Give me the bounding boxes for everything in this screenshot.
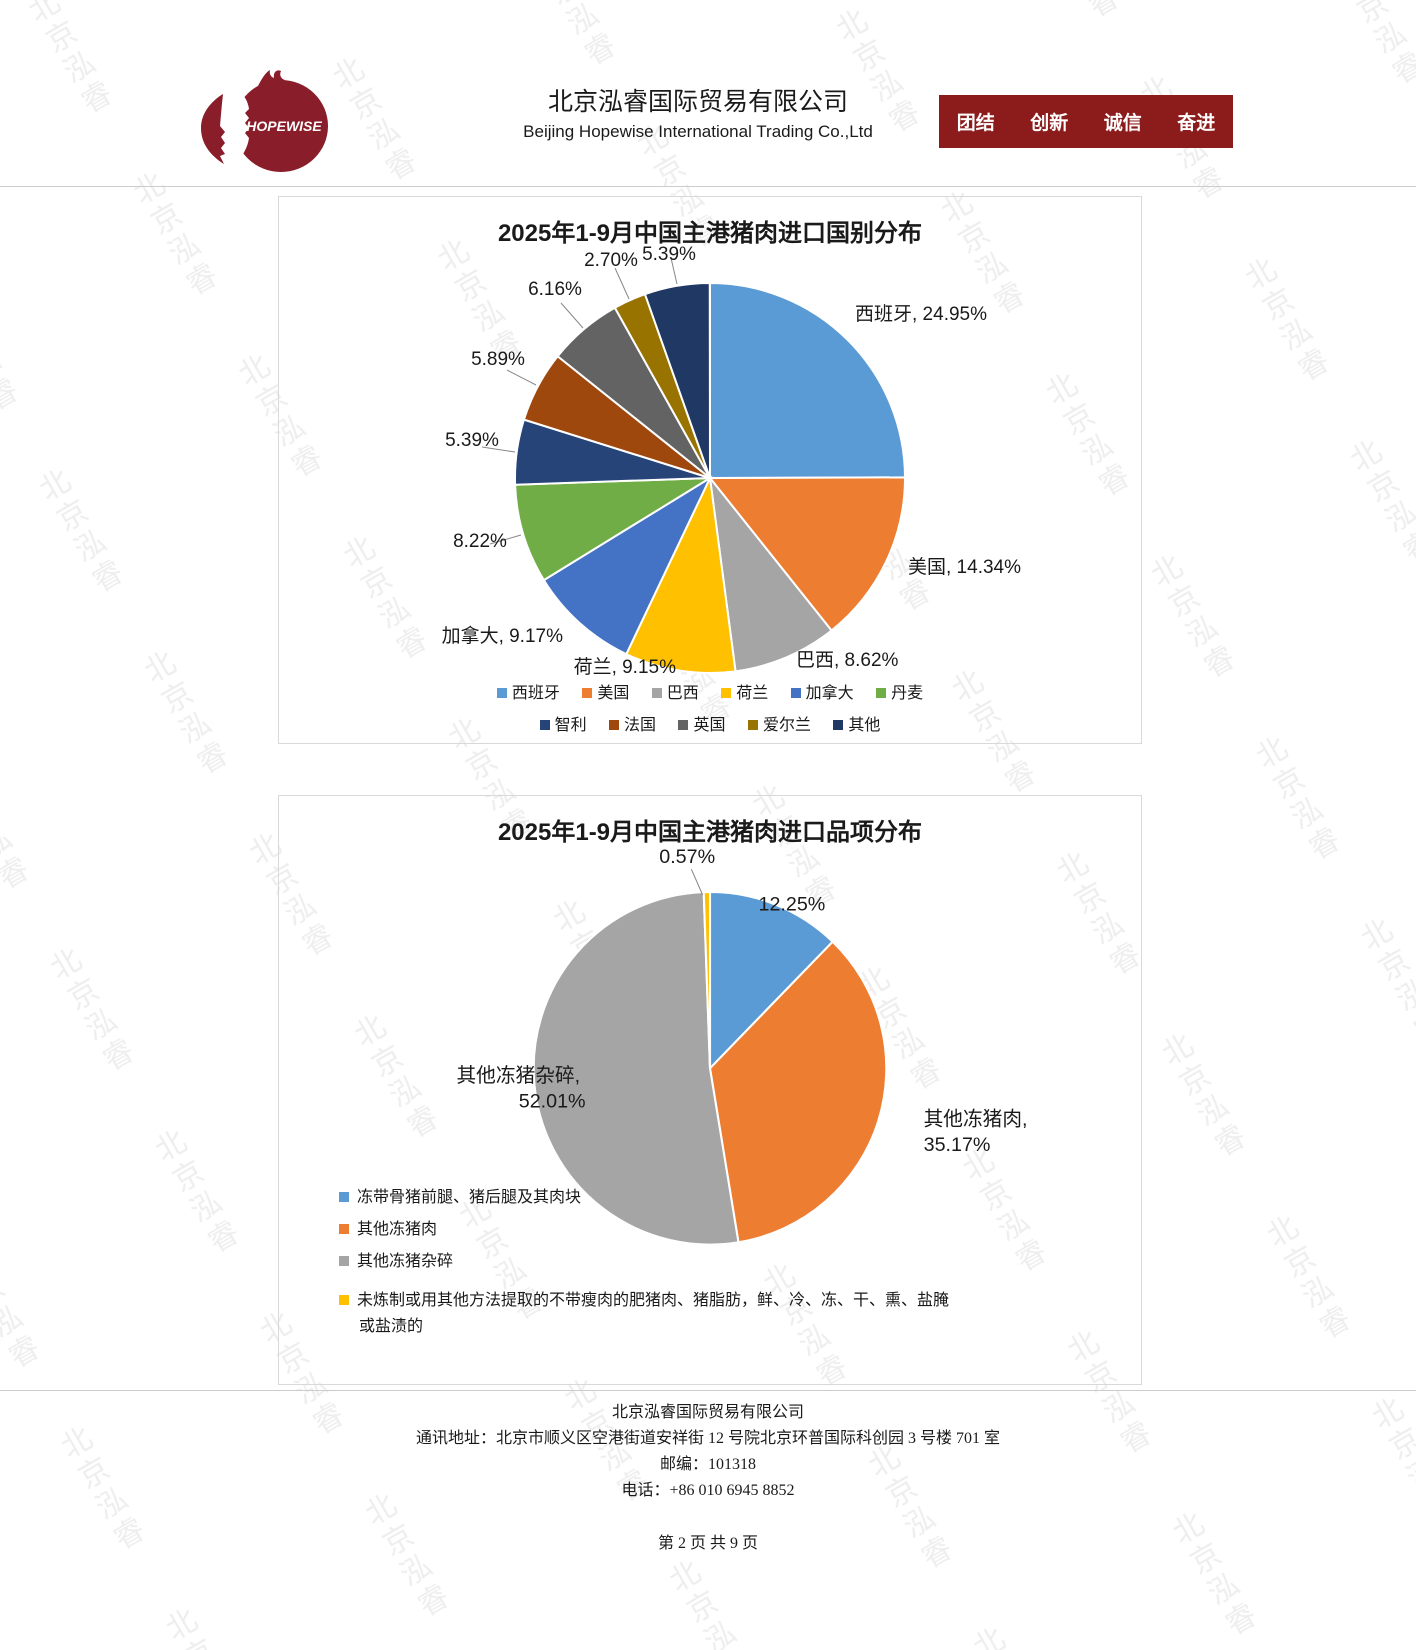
svg-text:巴西, 8.62%: 巴西, 8.62% [796,650,899,671]
svg-text:西班牙, 24.95%: 西班牙, 24.95% [855,303,987,325]
svg-text:5.39%: 5.39% [445,430,499,451]
svg-text:0.57%: 0.57% [659,846,715,868]
svg-text:5.89%: 5.89% [471,349,525,370]
svg-text:12.25%: 12.25% [759,894,826,916]
svg-text:荷兰, 9.15%: 荷兰, 9.15% [574,656,677,678]
svg-text:8.22%: 8.22% [453,531,507,552]
svg-text:美国, 14.34%: 美国, 14.34% [908,556,1021,578]
svg-text:其他冻猪肉, 35.17%: 其他冻猪肉, 35.17% [924,1108,1033,1156]
svg-text:5.39%: 5.39% [642,244,696,265]
svg-text:加拿大, 9.17%: 加拿大, 9.17% [442,624,564,647]
svg-text:2.70%: 2.70% [584,250,638,271]
svg-text:HOPEWISE: HOPEWISE [246,118,322,134]
svg-text:6.16%: 6.16% [528,279,582,300]
